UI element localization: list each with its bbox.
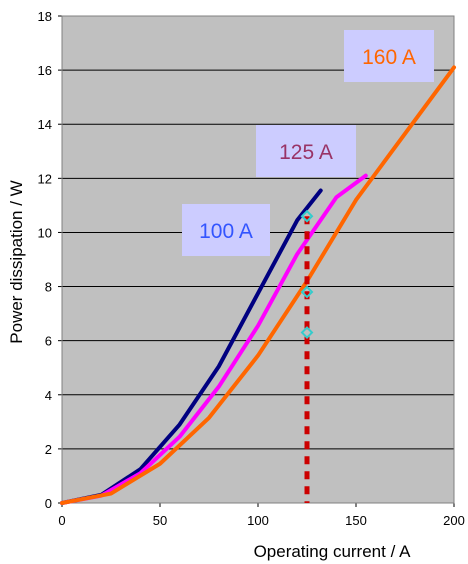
series-labels: 100 A 125 A 160 A (182, 30, 434, 256)
y-tick-label: 6 (45, 334, 52, 349)
y-tick-label: 2 (45, 442, 52, 457)
y-tick-label: 16 (38, 63, 52, 78)
y-tick-label: 14 (38, 117, 52, 132)
plot-border (61, 15, 455, 504)
series-label-160a: 160 A (362, 46, 416, 69)
series-label-box (256, 125, 356, 177)
x-tick-label: 50 (153, 513, 167, 528)
series-label-100a: 100 A (199, 220, 253, 243)
x-tick-label: 100 (247, 513, 269, 528)
y-tick-label: 8 (45, 280, 52, 295)
x-axis-title: Operating current / A (254, 542, 412, 561)
marker-diamond (300, 326, 314, 339)
series-label-box (182, 204, 270, 256)
y-tick-label: 4 (45, 388, 52, 403)
series-lines (60, 65, 456, 505)
y-tick-label: 12 (38, 171, 52, 186)
marker-diamond (300, 285, 314, 299)
series-line-125a (60, 173, 368, 505)
series-line-160a (60, 65, 456, 505)
series-label-125a: 125 A (279, 141, 333, 164)
marked-points (300, 209, 314, 339)
y-tick-label: 18 (38, 9, 52, 24)
y-tick-label: 10 (38, 225, 52, 240)
tick-labels: 0 2 4 6 8 10 12 14 16 18 0 50 100 150 200 (38, 9, 465, 528)
x-tick-label: 0 (58, 513, 65, 528)
plot-area (62, 16, 454, 503)
x-tick-label: 150 (345, 513, 367, 528)
marker-diamond (300, 209, 314, 223)
axes (58, 15, 455, 507)
series-label-box (344, 30, 434, 82)
y-tick-label: 0 (45, 496, 52, 511)
x-tick-label: 200 (443, 513, 465, 528)
y-axis-title: Power dissipation / W (7, 180, 26, 343)
